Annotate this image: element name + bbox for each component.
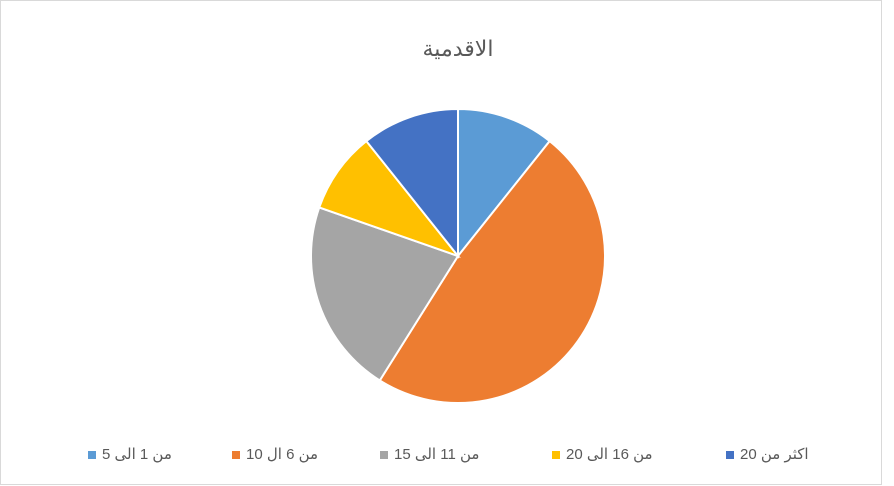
legend-marker [380, 451, 388, 459]
legend-marker [726, 451, 734, 459]
legend-marker [88, 451, 96, 459]
legend-label: من 1 الى 5 [102, 446, 172, 463]
legend-label: من 11 الى 15 [394, 446, 479, 463]
chart-title: الاقدمية [423, 36, 494, 61]
pie-slice [317, 139, 461, 259]
legend-marker [232, 451, 240, 459]
pie-slice [310, 206, 460, 382]
pie-slice [378, 139, 606, 404]
pie-slice [364, 107, 459, 259]
legend-marker [552, 451, 560, 459]
pie-slice [457, 107, 552, 259]
legend-label: اكثر من 20 [740, 446, 809, 463]
legend-label: من 16 الى 20 [566, 446, 653, 463]
legend-label: من 6 ال 10 [246, 446, 318, 463]
